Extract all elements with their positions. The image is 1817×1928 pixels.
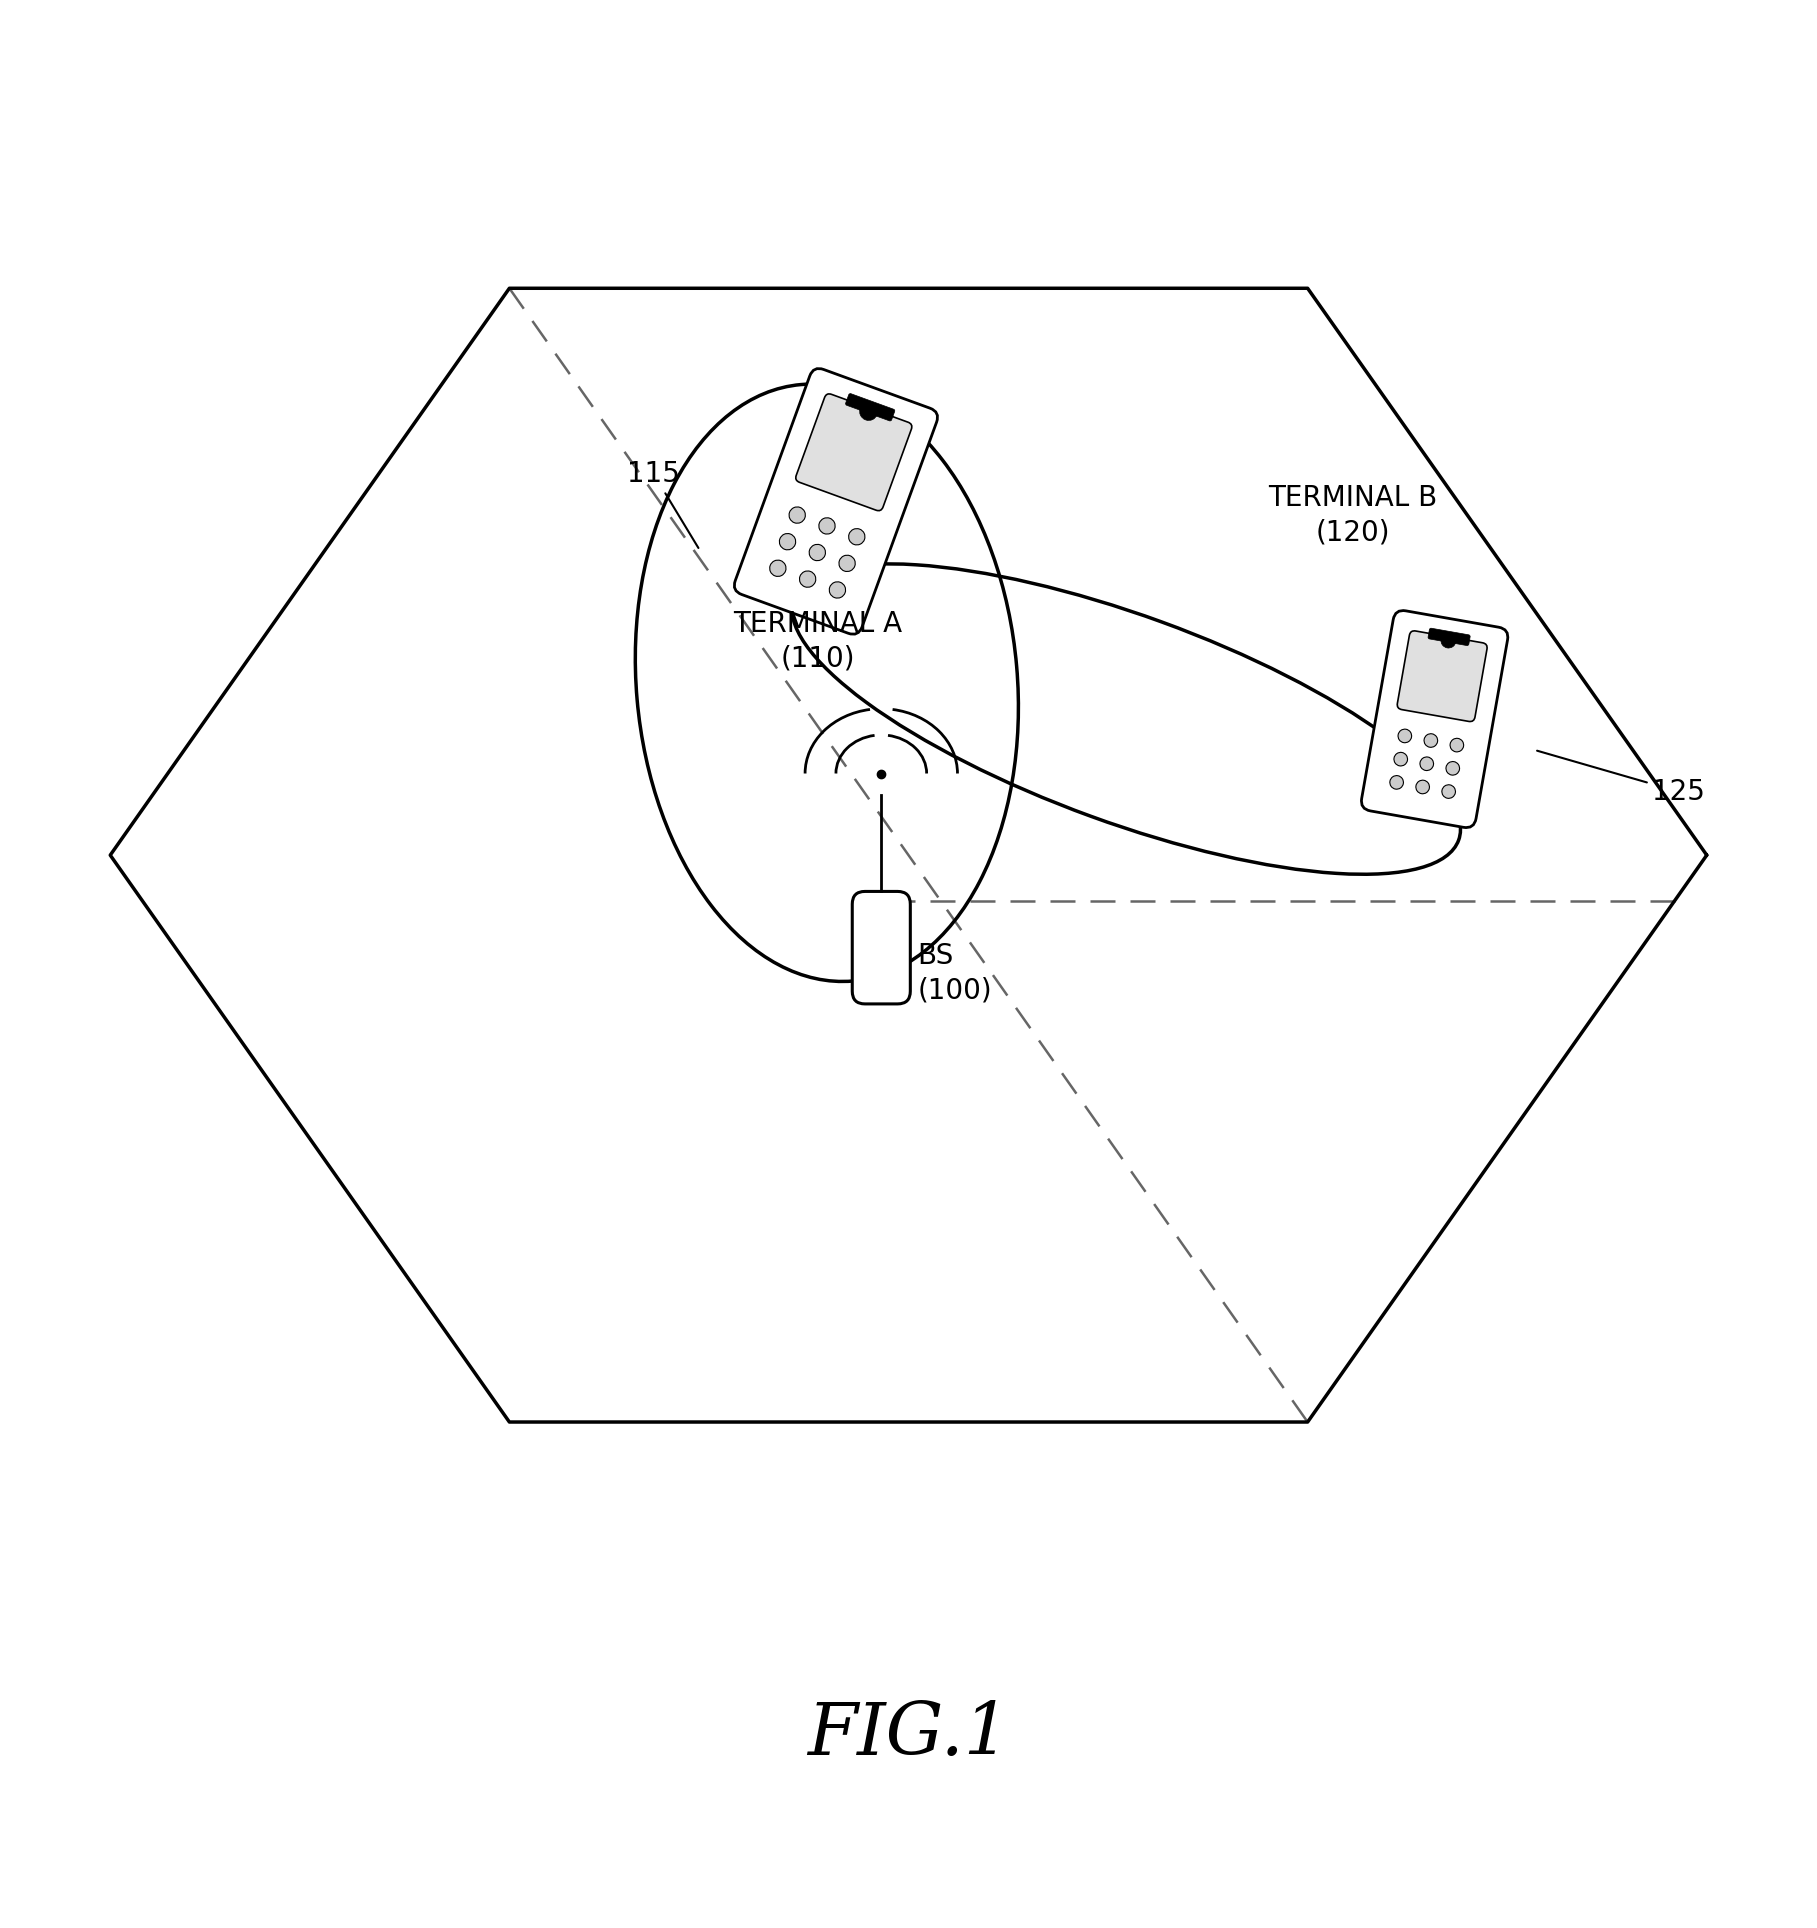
FancyBboxPatch shape [1397, 630, 1486, 721]
FancyBboxPatch shape [734, 368, 938, 634]
Circle shape [819, 519, 836, 534]
Circle shape [1425, 735, 1437, 748]
Text: BS
(100): BS (100) [918, 943, 992, 1004]
FancyBboxPatch shape [852, 891, 910, 1004]
Circle shape [1415, 781, 1430, 794]
Circle shape [789, 507, 805, 522]
Circle shape [779, 534, 796, 549]
Circle shape [1394, 752, 1408, 765]
Circle shape [799, 571, 816, 588]
FancyBboxPatch shape [845, 393, 894, 420]
Circle shape [1441, 632, 1455, 648]
Circle shape [1443, 785, 1455, 798]
Text: TERMINAL B
(120): TERMINAL B (120) [1268, 484, 1437, 548]
Circle shape [809, 544, 825, 561]
Circle shape [1450, 738, 1465, 752]
FancyBboxPatch shape [1428, 629, 1470, 646]
Text: FIG.1: FIG.1 [807, 1700, 1010, 1770]
FancyBboxPatch shape [796, 393, 912, 511]
Circle shape [859, 403, 878, 420]
Text: 125: 125 [1537, 750, 1704, 806]
Text: TERMINAL A
(110): TERMINAL A (110) [734, 611, 903, 673]
Text: 115: 115 [627, 461, 698, 548]
Circle shape [1397, 729, 1412, 742]
Circle shape [1446, 762, 1459, 775]
Circle shape [839, 555, 856, 571]
Circle shape [1419, 758, 1434, 771]
Circle shape [829, 582, 845, 598]
Circle shape [849, 528, 865, 546]
Circle shape [770, 561, 787, 576]
FancyBboxPatch shape [1361, 611, 1508, 827]
Circle shape [1390, 775, 1403, 789]
